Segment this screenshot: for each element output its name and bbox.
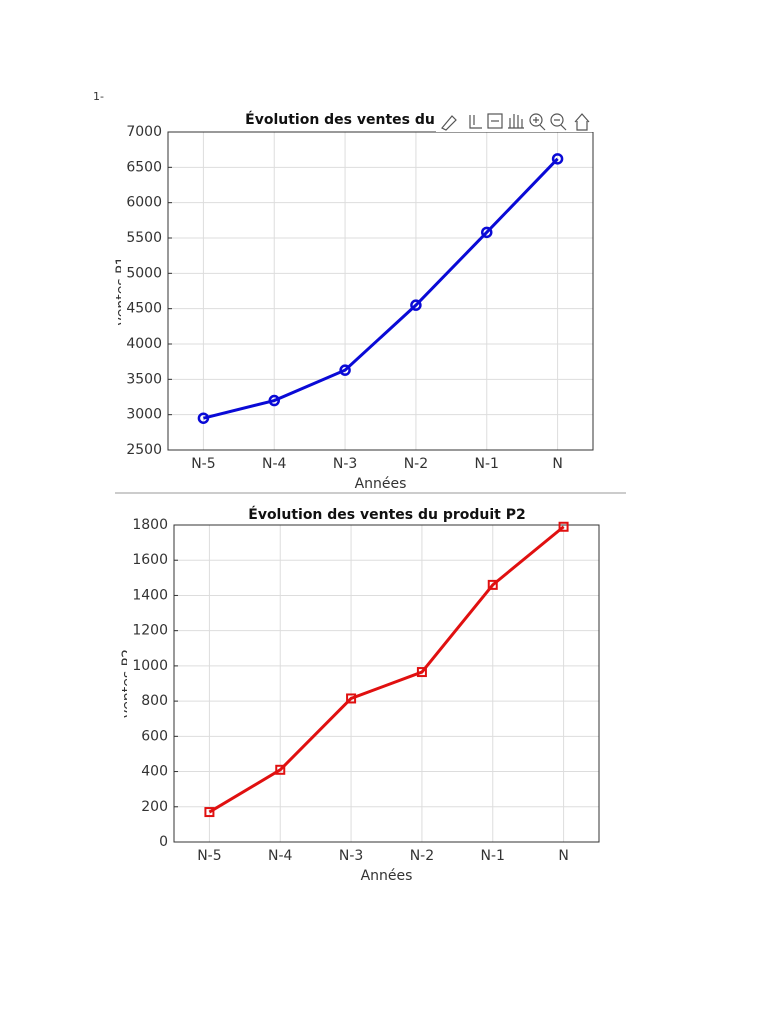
item-number: 1- (93, 90, 104, 103)
marker (197, 412, 210, 424)
x-axis-label: Années (355, 476, 407, 492)
y-tick-label: 1800 (132, 517, 168, 533)
y-tick-label: 6500 (126, 159, 162, 175)
y-tick-label: 3500 (126, 371, 162, 387)
x-tick-label: N (558, 848, 568, 864)
marker (551, 153, 564, 165)
x-axis-label: Années (361, 868, 413, 884)
y-tick-label: 4000 (126, 336, 162, 352)
x-tick-label: N-5 (197, 848, 221, 864)
y-tick-label: 0 (159, 834, 168, 850)
marker (487, 579, 498, 590)
y-tick-label: 4500 (126, 301, 162, 317)
y-tick-label: 1000 (132, 658, 168, 674)
marker (481, 226, 493, 239)
plot-area (168, 132, 593, 450)
y-tick-label: 5000 (126, 265, 162, 281)
toolbar (436, 110, 596, 132)
x-tick-label: N-4 (268, 848, 293, 864)
plot-area (174, 525, 599, 842)
x-tick-label: N-1 (475, 456, 499, 472)
axes-box (167, 131, 594, 451)
y-tick-label: 3000 (126, 407, 162, 423)
marker (346, 693, 357, 704)
chart-title: Évolution des ventes du produit P2 (248, 506, 526, 523)
axes-box (173, 524, 600, 843)
x-tick-label: N-4 (262, 456, 287, 472)
x-tick-label: N-1 (481, 848, 505, 864)
y-tick-label: 5500 (126, 230, 162, 246)
y-tick-label: 6000 (126, 195, 162, 211)
y-tick-label: 800 (141, 693, 168, 709)
x-tick-label: N-2 (410, 848, 434, 864)
y-tick-label: 1200 (132, 623, 168, 639)
x-tick-label: N-3 (333, 456, 357, 472)
x-tick-label: N (552, 456, 562, 472)
marker (275, 764, 286, 775)
label-mask (127, 525, 137, 842)
x-tick-label: N-5 (191, 456, 215, 472)
label-mask (121, 132, 131, 450)
data-line (203, 157, 559, 420)
marker (204, 807, 215, 818)
data-line (208, 525, 565, 814)
y-tick-label: 600 (141, 728, 168, 744)
marker (268, 394, 280, 407)
marker (416, 667, 427, 678)
x-tick-label: N-3 (339, 848, 363, 864)
x-tick-label: N-2 (404, 456, 428, 472)
marker (558, 521, 569, 532)
y-tick-label: 200 (141, 799, 168, 815)
marker (339, 364, 351, 376)
marker (410, 299, 422, 311)
y-tick-label: 7000 (126, 124, 162, 140)
y-tick-label: 2500 (126, 442, 162, 458)
y-tick-label: 1400 (132, 587, 168, 603)
y-tick-label: 1600 (132, 552, 168, 568)
y-tick-label: 400 (141, 764, 168, 780)
chart-title: Évolution des ventes du (245, 111, 435, 128)
